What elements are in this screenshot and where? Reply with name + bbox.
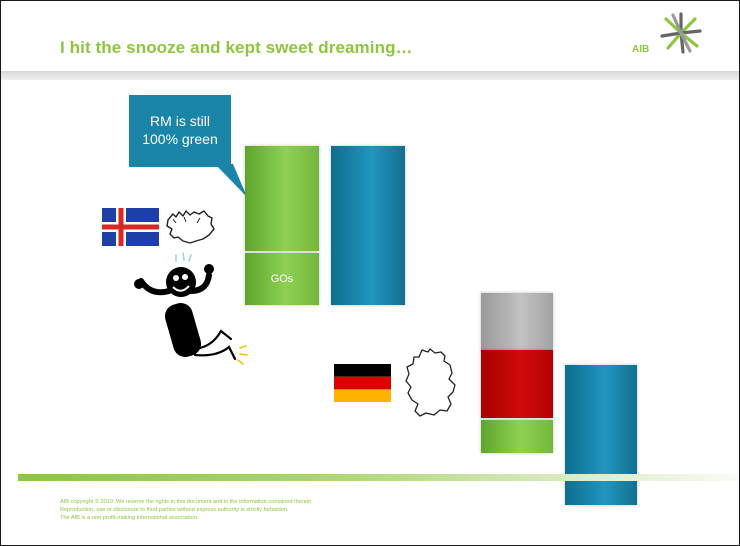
germany-flag-icon (334, 364, 391, 402)
footer-line-1: AIB copyright © 2019. We reserve the rig… (60, 499, 313, 505)
footer-line-2: Reproduction, use or disclosure to third… (60, 507, 289, 513)
dreaming-figure-icon (134, 252, 248, 365)
footer-line-3: The AIB is a non-profit-making internati… (60, 515, 199, 521)
iceland-flag-icon (102, 208, 159, 246)
title-underline-bar (1, 71, 739, 80)
germany-grey-bar (481, 293, 553, 350)
iceland-consumption-bar (331, 146, 405, 305)
germany-map-icon (405, 348, 456, 417)
iceland-go-bar (245, 253, 319, 305)
aib-logo-text: AIB (632, 44, 650, 55)
go-bar-label: GOs (270, 273, 294, 285)
iceland-map-icon (166, 210, 215, 244)
germany-green-bar (481, 420, 553, 453)
callout-line-2: 100% green (142, 131, 218, 147)
aib-star-logo-icon (660, 12, 702, 54)
germany-red-bar (481, 350, 553, 418)
callout-box: RM is still 100% green (129, 95, 231, 167)
footer-copyright: AIB copyright © 2019. We reserve the rig… (60, 498, 313, 522)
callout-line-1: RM is still (150, 113, 210, 129)
slide-title: I hit the snooze and kept sweet dreaming… (60, 38, 413, 57)
footer-rule (18, 474, 738, 481)
iceland-rm-bar (245, 146, 319, 251)
germany-consumption-bar (565, 365, 637, 505)
